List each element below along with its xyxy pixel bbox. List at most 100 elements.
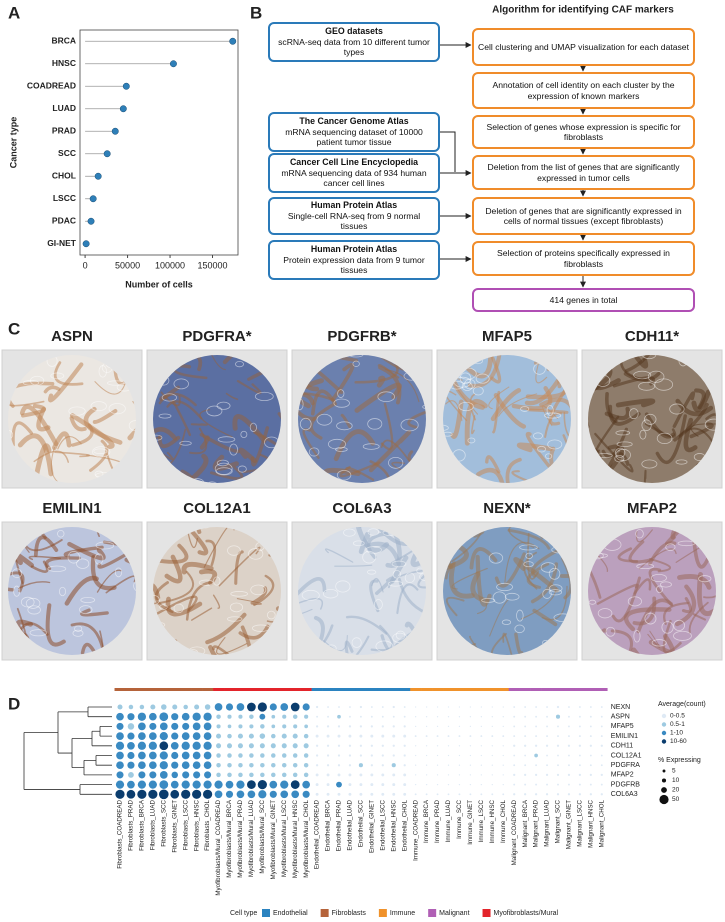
column-label: Myofibroblasts/Mural_LUAD [248,799,255,877]
flowchart-title: Algorithm for identifying CAF markers [492,5,674,16]
expression-dot [214,780,223,789]
expression-dot [281,733,287,739]
expression-dot [546,764,548,767]
expression-dot [403,783,407,787]
expression-dot [513,764,516,767]
stain-stroke [407,408,426,429]
gland [546,404,554,416]
expression-dot [271,724,276,729]
stain-stroke [368,430,412,473]
size-legend-dot [661,778,667,783]
gland [173,603,184,614]
legend-swatch [428,909,437,917]
gland [641,459,658,469]
stain-stroke [511,470,549,483]
expression-dot [348,783,352,787]
expression-dot [192,789,202,799]
expression-dot [203,741,212,750]
expression-dot [555,714,561,719]
stain-stroke [222,355,266,365]
y-tick-label: LSCC [53,193,76,203]
tissue-texture [153,527,281,655]
stain-stroke [674,584,697,627]
gland [13,585,21,597]
expression-dot [170,789,180,799]
stain-stroke [681,597,693,614]
stain-stroke [655,414,687,465]
row-label: EMILIN1 [611,733,638,740]
expression-dot [425,774,428,776]
column-label: Myofibroblasts/Mural_CHOL [303,799,310,877]
gland [22,380,40,386]
ihc-label: ASPN [51,328,93,345]
expression-dot [148,741,157,750]
gland [615,430,631,436]
expression-dot [414,716,417,718]
source-title: Human Protein Atlas [310,244,398,255]
ihc-label: EMILIN1 [42,500,101,517]
expression-dot [568,764,570,767]
expression-dot [545,793,549,796]
source-box: Human Protein Atlas Protein expression da… [268,240,440,280]
expression-dot [568,783,570,786]
expression-dot [214,790,223,799]
expression-dot [269,703,277,711]
expression-dot [524,773,527,777]
group-bar [464,688,477,691]
gland [94,470,104,478]
expression-dot [414,764,417,766]
stain-stroke [216,637,248,655]
expression-dot [502,764,504,766]
group-bar [497,688,510,691]
expression-dot [315,734,319,738]
gland [173,378,189,390]
gland [654,378,674,391]
expression-dot [568,725,570,728]
expression-dot [303,753,309,758]
expression-dot [115,741,125,750]
expression-dot [337,773,341,777]
expression-dot [578,744,582,747]
expression-dot [281,762,287,768]
expression-dot [227,724,232,729]
expression-dot [259,713,266,720]
legend-title: Average(count) [658,701,706,708]
row-label: ASPN [611,714,630,721]
group-bar [267,688,280,691]
stain-stroke [232,414,267,443]
expression-dot [557,764,559,767]
expression-dot [227,714,232,719]
expression-dot [502,774,504,776]
expression-dot [149,751,157,760]
expression-dot [192,722,201,731]
group-bar [213,688,225,691]
expression-dot [524,764,527,767]
expression-dot [247,790,256,799]
expression-dot [480,735,483,738]
stain-stroke [539,397,571,412]
step-box: Annotation of cell identity on each clus… [472,72,695,109]
stain-stroke [467,355,503,388]
expression-dot [458,764,461,766]
expression-dot [392,725,395,728]
expression-dot [458,745,461,747]
expression-dot [403,715,406,718]
stain-stroke [208,645,227,655]
expression-dot [524,715,527,718]
expression-dot [204,771,212,779]
gland [644,612,657,625]
expression-dot [359,754,363,757]
stain-stroke [97,553,127,569]
stain-stroke [311,355,359,363]
expression-dot [227,762,232,768]
stain-stroke [18,581,51,590]
group-bar [114,688,126,691]
lollipop-dot [119,105,127,113]
expression-dot [282,714,287,719]
stain-stroke [189,427,208,455]
group-bar [224,688,236,691]
column-label: Malignant_SCC [555,799,562,843]
gland [367,418,383,430]
expression-dot [589,715,592,718]
column-label: Myofibroblasts/Mural_GINET [270,800,277,880]
